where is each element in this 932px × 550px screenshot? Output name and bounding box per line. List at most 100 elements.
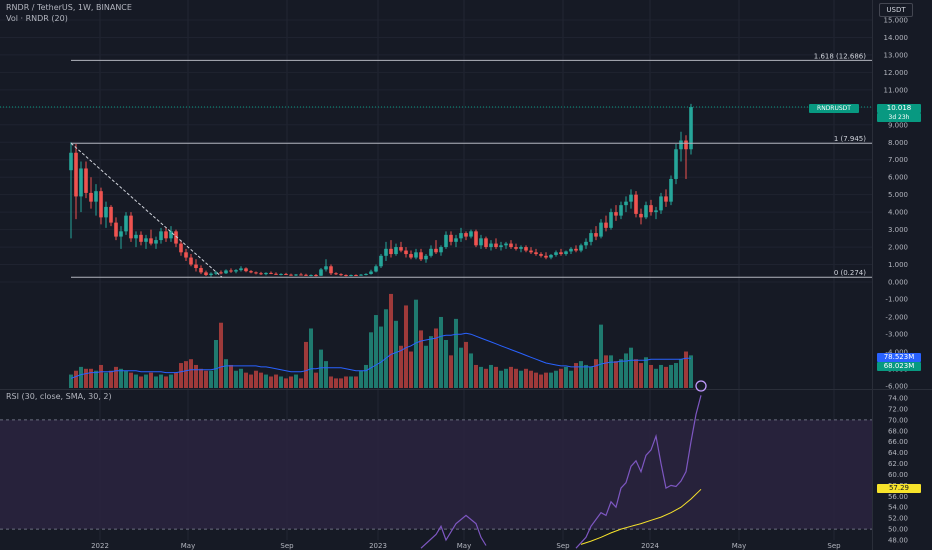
rsi-axis-tick-label: 62.00 [888,460,908,468]
volume-bar [479,366,483,388]
price-axis-tick-label: 0.000 [888,279,908,287]
volume-bar [419,330,423,388]
volume-pane[interactable] [69,293,693,388]
candle-body [689,107,693,150]
volume-bar [154,376,158,388]
rsi-ma-tag: 57.29 [877,484,921,493]
candle-body [99,191,103,218]
candle-body [244,268,248,272]
fib-levels[interactable]: 1.618 (12.686) 1 (7.945) 0 (0.274) [70,52,872,278]
candle-body [419,252,423,260]
volume-bar [239,368,243,388]
price-axis-tick-label: 1.000 [888,261,908,269]
rsi-axis-tick-label: 66.00 [888,438,908,446]
dashed-trendline [70,142,223,278]
price-axis-tick-label: 3.000 [888,226,908,234]
volume-bar [639,363,643,388]
volume-bar [549,372,553,388]
candle-body [369,271,373,274]
candle-body [194,264,198,269]
volume-bar [504,368,508,388]
volume-bar [289,376,293,388]
candle-body [619,205,623,216]
symbol-legend[interactable]: RNDR / TetherUS, 1W, BINANCE [6,3,132,12]
volume-bar [584,364,588,388]
volume-bar [334,378,338,388]
candle-body [264,272,268,275]
price-pane[interactable] [0,103,872,277]
candle-body [664,196,668,202]
candle-body [384,248,388,256]
volume-bar [579,361,583,388]
candle-body [599,222,603,237]
fib-level-label: 1 (7.945) [834,135,866,143]
candle-body [639,213,643,218]
candle-body [189,257,193,265]
volume-bar [424,345,428,388]
price-axis-tick-label: 4.000 [888,209,908,217]
volume-bar [494,366,498,388]
volume-bar [429,336,433,388]
candle-body [174,231,178,244]
candle-body [319,269,323,276]
currency-selector[interactable]: USDT [879,3,913,17]
candle-body [234,270,238,272]
volume-bar [104,372,108,388]
volume-bar [669,364,673,388]
volume-bar [489,364,493,388]
volume-bar [314,372,318,388]
rsi-legend[interactable]: RSI (30, close, SMA, 30, 2) [6,392,112,401]
candle-body [554,252,558,255]
candle-body [299,274,303,276]
time-axis-tick-label: 2024 [641,542,659,550]
price-axis-tick-label: 9.000 [888,121,908,129]
candle-body [584,241,588,246]
volume-bar [194,364,198,388]
candle-body [469,231,473,237]
volume-bar [679,359,683,388]
volume-tag: 68.023M [877,362,921,371]
price-axis-tick-label: 6.000 [888,174,908,182]
volume-bar [279,376,283,388]
candle-body [154,240,158,244]
volume-bar [304,341,308,388]
volume-legend[interactable]: Vol · RNDR (20) [6,14,68,23]
volume-bar [199,368,203,388]
volume-bar [664,366,668,388]
volume-bar [244,372,248,388]
candle-body [359,274,363,276]
candle-body [289,274,293,276]
price-axis-tick-label: 2.000 [888,244,908,252]
candle-body [494,243,498,248]
candle-body [534,252,538,255]
candle-body [514,247,518,249]
axis-layer: 15.00014.00013.00012.00011.00010.0009.00… [91,17,908,550]
candle-body [624,201,628,206]
volume-bar [224,359,228,388]
volume-bar [484,368,488,388]
candle-body [334,273,338,275]
candle-body [594,233,598,237]
candle-body [129,215,133,239]
candle-body [249,271,253,273]
volume-bar [544,372,548,388]
candle-body [304,274,308,276]
volume-bar [354,376,358,388]
candle-body [219,272,223,274]
candle-body [634,194,638,214]
fib-level-label: 0 (0.274) [834,269,866,277]
rsi-axis-tick-label: 70.00 [888,416,908,424]
candle-body [114,222,118,237]
volume-bar [229,364,233,388]
candle-body [449,234,453,242]
candle-body [524,247,528,251]
candle-body [209,273,213,276]
volume-bar [474,364,478,388]
candle-body [404,250,408,255]
rsi-axis-tick-label: 72.00 [888,405,908,413]
rsi-pane[interactable] [0,380,872,549]
rsi-axis-tick-label: 54.00 [888,504,908,512]
price-axis-tick-label: 13.000 [884,51,909,59]
